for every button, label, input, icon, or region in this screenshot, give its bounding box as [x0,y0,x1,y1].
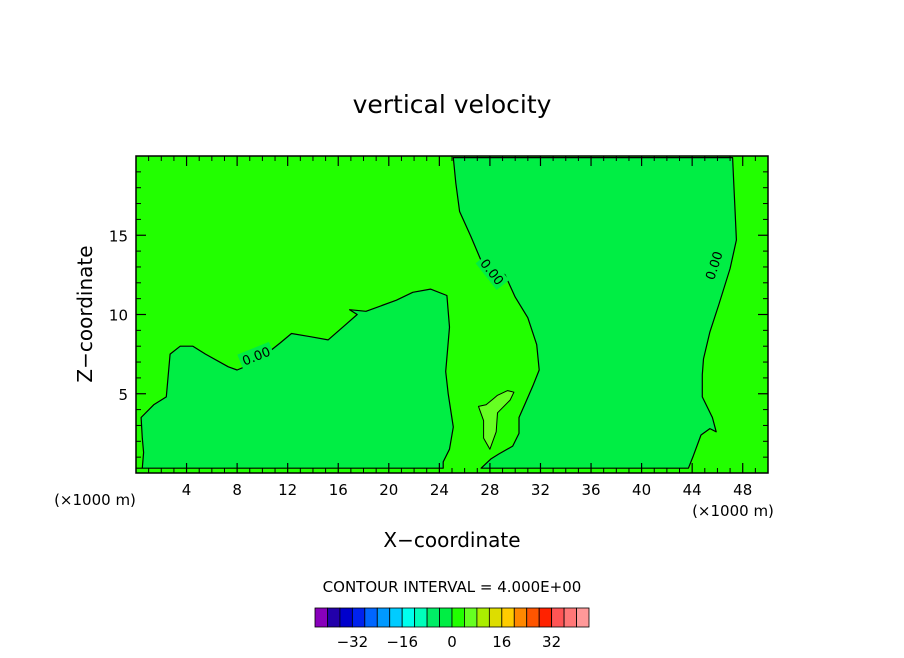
y-axis-label: Z−coordinate [73,245,97,382]
colorbar-ticks: −32 −16 0 16 32 [337,633,562,651]
colorbar-swatch [401,607,416,628]
colorbar-swatch [551,607,565,628]
positive-max-region [478,390,515,450]
colorbar-swatch [339,607,353,628]
colorbar-swatch [501,607,515,628]
colorbar-tick-label: −32 [337,633,369,651]
y-ticks: 5 10 15 [109,171,768,458]
colorbar-swatch [389,607,403,628]
x-tick-label: 32 [531,481,550,499]
colorbar-swatch [538,607,553,628]
x-tick-label: 44 [683,481,702,499]
colorbar-swatch [526,607,540,628]
x-tick-label: 28 [480,481,499,499]
colorbar-swatch [327,607,341,628]
x-tick-label: 16 [329,481,348,499]
x-tick-label: 4 [182,481,192,499]
colorbar-tick-label: 16 [492,633,511,651]
colorbar-swatch [364,607,378,628]
colorbar-swatch [414,607,428,628]
y-tick-label: 10 [109,307,128,325]
colorbar-swatch [439,607,453,628]
x-tick-label: 12 [278,481,297,499]
colorbar-swatch [563,607,577,628]
colorbar-tick-label: 0 [447,633,457,651]
negative-region-main [135,288,454,469]
colorbar-swatch [513,607,528,628]
x-unit-left: (×1000 m) [54,491,136,509]
colorbar-swatch [376,607,391,628]
x-tick-label: 20 [379,481,398,499]
colorbar-swatch [451,607,465,628]
y-tick-label: 5 [118,386,128,404]
plot-area: 0.000.00 0.00 4 8 12 16 20 24 28 32 36 40 44 48 5101… [109,155,769,499]
colorbar-swatch [476,607,490,628]
x-tick-label: 36 [581,481,600,499]
colorbar-swatch [351,607,366,628]
colorbar-swatch [464,607,478,628]
x-unit-right: (×1000 m) [692,502,774,520]
contour-interval-text: CONTOUR INTERVAL = 4.000E+00 [323,578,582,596]
x-tick-label: 40 [632,481,651,499]
colorbar-tick-label: 32 [542,633,561,651]
x-axis-label: X−coordinate [383,528,520,552]
colorbar-swatch [426,607,440,628]
x-tick-label: 8 [232,481,242,499]
colorbar-swatch [314,607,328,628]
chart-title: vertical velocity [353,90,552,119]
x-tick-label: 24 [430,481,449,499]
colorbar-swatch [488,607,503,628]
colorbar-tick-label: −16 [386,633,418,651]
x-ticks: 4 8 12 16 20 24 28 32 36 40 44 48 [148,156,756,499]
x-tick-label: 48 [733,481,752,499]
colorbar [314,607,590,628]
y-tick-label: 15 [109,227,128,245]
colorbar-swatch [576,607,590,628]
